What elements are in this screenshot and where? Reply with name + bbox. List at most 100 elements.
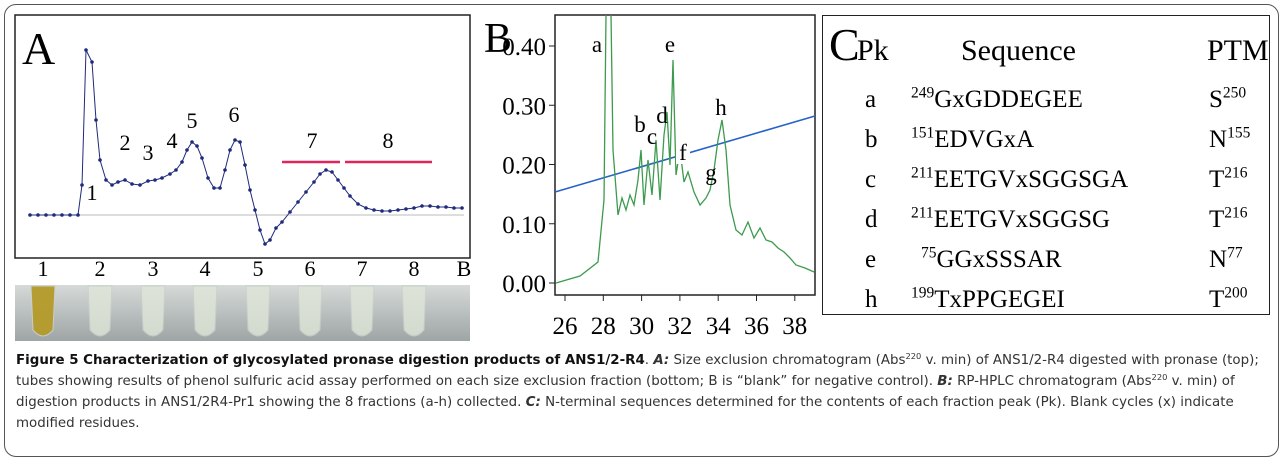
peak-label: 8 xyxy=(383,128,394,153)
marker xyxy=(268,238,272,242)
marker xyxy=(248,188,252,192)
ptm: T200 xyxy=(1209,285,1248,314)
marker xyxy=(80,183,84,187)
marker xyxy=(94,118,98,122)
marker xyxy=(420,204,424,208)
pk: h xyxy=(865,286,878,313)
marker xyxy=(253,208,257,212)
sequence-position: 249 xyxy=(911,84,935,102)
pk: b xyxy=(865,126,878,153)
x-tick-label: 34 xyxy=(706,313,732,340)
ptm-residue: S xyxy=(1209,86,1223,113)
x-tick-label: 28 xyxy=(591,313,616,340)
column-header: Sequence xyxy=(961,34,1076,67)
tube-label: 6 xyxy=(305,256,316,281)
marker xyxy=(195,144,199,148)
sequence-position: 151 xyxy=(911,124,935,142)
sequence-position: 199 xyxy=(911,284,935,302)
x-tick-label: 36 xyxy=(744,313,769,340)
marker xyxy=(318,172,322,176)
panel-label: C xyxy=(829,19,860,70)
marker xyxy=(342,186,346,190)
table-row: h 199TxPPGEGEI T200 xyxy=(823,284,1269,324)
pk: e xyxy=(865,246,877,273)
table-row: c 211EETGVxSGGSGA T216 xyxy=(823,164,1269,204)
marker xyxy=(84,48,88,52)
marker xyxy=(263,242,267,246)
y-tick-label: 0.00 xyxy=(502,271,546,298)
table-row: d 211EETGVxSGGSG T216 xyxy=(823,204,1269,244)
ptm-residue: N xyxy=(1209,246,1228,273)
sequence: 199TxPPGEGEI xyxy=(911,284,1065,314)
caption-segment: A: xyxy=(653,353,670,368)
peak-label: 3 xyxy=(143,140,154,165)
tube xyxy=(297,285,323,337)
column-header: Pk xyxy=(857,34,889,67)
marker xyxy=(123,178,127,182)
sequence-position: 211 xyxy=(911,204,934,222)
marker xyxy=(218,186,222,190)
sequence-text: GxGDDEGEE xyxy=(934,86,1083,113)
x-tick-label: 32 xyxy=(667,313,692,340)
caption-segment: . xyxy=(644,353,654,368)
marker xyxy=(185,148,189,152)
tube-label: 1 xyxy=(38,256,49,281)
ptm-residue: T xyxy=(1209,166,1225,193)
marker xyxy=(364,206,368,210)
tube xyxy=(30,285,56,337)
caption-segment: v. min) of digestion products in ANS1/2R… xyxy=(16,374,1235,410)
column-header: PTM xyxy=(1207,34,1269,67)
marker xyxy=(28,213,32,217)
pk: d xyxy=(865,206,878,233)
marker xyxy=(274,226,278,230)
marker xyxy=(160,176,164,180)
marker xyxy=(116,180,120,184)
pk: c xyxy=(865,166,877,193)
marker xyxy=(436,205,440,209)
marker xyxy=(146,179,150,183)
marker xyxy=(336,178,340,182)
x-tick-label: 30 xyxy=(629,313,654,340)
y-tick-label: 0.40 xyxy=(502,34,546,61)
panel-label: A xyxy=(22,23,55,74)
marker xyxy=(44,213,48,217)
marker xyxy=(36,213,40,217)
marker xyxy=(200,156,204,160)
marker xyxy=(130,182,134,186)
tube-label: 5 xyxy=(253,256,264,281)
marker xyxy=(90,60,94,64)
marker xyxy=(412,206,416,210)
marker xyxy=(168,172,172,176)
tube-photo xyxy=(15,285,470,341)
marker xyxy=(238,140,242,144)
marker xyxy=(324,168,328,172)
tube-label: 3 xyxy=(148,256,159,281)
sequence: 249GxGDDEGEE xyxy=(911,84,1083,114)
marker xyxy=(312,180,316,184)
tube-label: 7 xyxy=(357,256,368,281)
label-bg xyxy=(676,142,690,164)
panel-label: B xyxy=(484,16,512,62)
figure-caption: Figure 5 Characterization of glycosylate… xyxy=(16,350,1271,434)
marker xyxy=(258,228,262,232)
marker xyxy=(223,168,227,172)
marker xyxy=(396,208,400,212)
caption-segment: 220 xyxy=(1151,372,1168,383)
marker xyxy=(76,213,80,217)
tube xyxy=(140,285,166,337)
caption-segment: Figure 5 Characterization of glycosylate… xyxy=(16,353,645,368)
marker xyxy=(296,200,300,204)
sequence-text: GGxSSSAR xyxy=(936,246,1062,273)
peak-label: 5 xyxy=(187,108,198,133)
marker xyxy=(233,138,237,142)
x-tick-label: 38 xyxy=(782,313,807,340)
caption-segment: C: xyxy=(525,395,541,410)
sequence: 211EETGVxSGGSGA xyxy=(911,164,1128,194)
marker xyxy=(348,194,352,198)
sequence-position: 211 xyxy=(911,164,934,182)
marker xyxy=(304,190,308,194)
sequence-position: 75 xyxy=(921,244,937,262)
table-row: b 151EDVGxA N155 xyxy=(823,124,1269,164)
panel-a-box xyxy=(14,14,471,259)
marker xyxy=(356,202,360,206)
